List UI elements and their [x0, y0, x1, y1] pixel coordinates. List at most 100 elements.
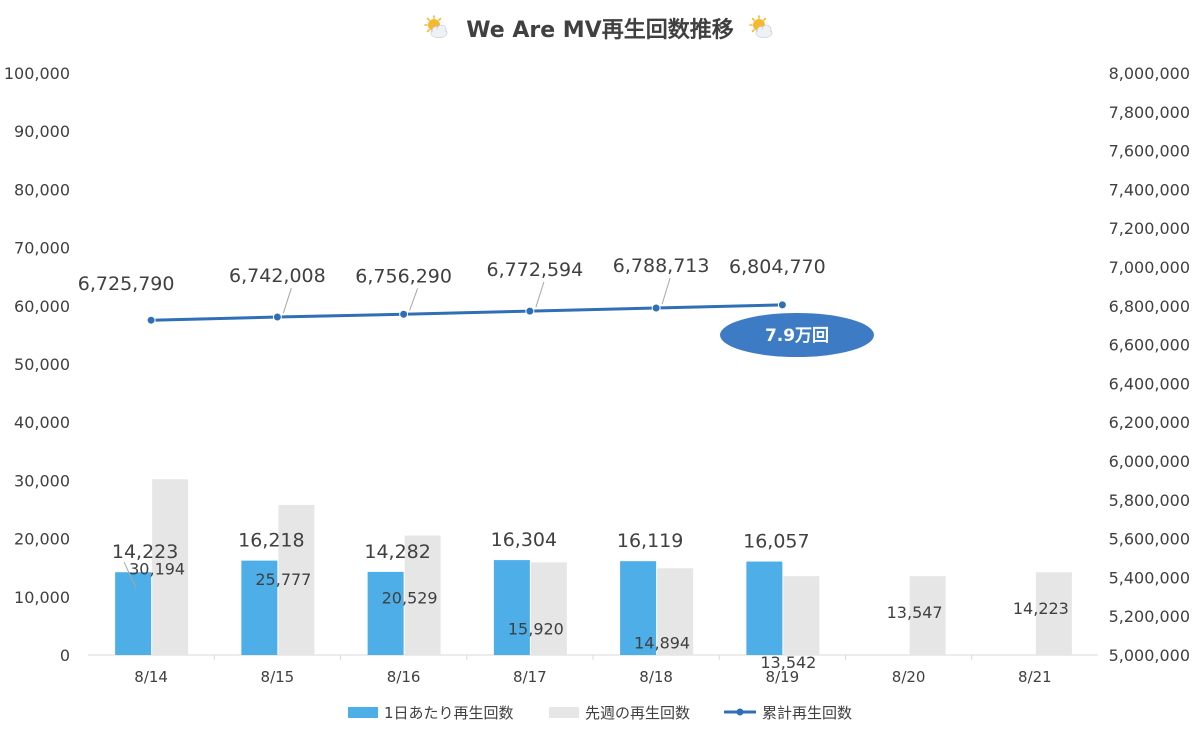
data-label-prev-week: 15,920 — [508, 619, 564, 638]
series-daily — [115, 560, 783, 655]
x-tick-label: 8/15 — [261, 668, 295, 686]
x-tick-label: 8/18 — [639, 668, 673, 686]
cumulative-point — [399, 309, 409, 319]
data-label-cumulative: 6,772,594 — [487, 259, 584, 281]
y-right-tick-label: 7,200,000 — [1109, 219, 1190, 238]
data-label-daily: 16,057 — [743, 531, 809, 553]
data-label-prev-week: 13,547 — [887, 603, 943, 622]
x-tick-label: 8/16 — [387, 668, 421, 686]
y-right-tick-label: 7,800,000 — [1109, 103, 1190, 122]
x-tick-label: 8/21 — [1018, 668, 1052, 686]
y-axis-left: 0 10,000 20,000 30,000 40,000 50,000 60,000 70,… — [4, 64, 70, 665]
bar-data-labels: 14,223 16,218 14,282 16,304 16,119 16,057 30,1… — [112, 529, 1069, 672]
y-right-tick-label: 5,200,000 — [1109, 607, 1190, 626]
cumulative-label-leader — [409, 288, 419, 311]
data-label-daily: 14,282 — [364, 541, 430, 563]
bar-daily — [493, 560, 530, 655]
data-label-cumulative: 6,756,290 — [355, 265, 452, 287]
cumulative-label-leader — [282, 287, 292, 314]
y-right-tick-label: 6,800,000 — [1109, 297, 1190, 316]
data-label-daily: 16,304 — [491, 529, 557, 551]
bar-daily — [241, 560, 278, 655]
cumulative-label-leader — [661, 277, 671, 305]
callout: 7.9万回 — [720, 313, 874, 357]
y-left-tick-label: 90,000 — [14, 122, 70, 141]
data-label-cumulative: 6,725,790 — [78, 273, 175, 295]
cumulative-line — [151, 303, 783, 322]
legend-label-daily: 1日あたり再生回数 — [384, 704, 514, 722]
sun-behind-cloud-icon — [424, 15, 448, 39]
series-prev-week — [152, 479, 1072, 655]
bar-prev-week — [278, 504, 315, 655]
chart-title: We Are MV再生回数推移 — [466, 17, 733, 43]
y-right-tick-label: 5,000,000 — [1109, 646, 1190, 665]
data-label-cumulative: 6,788,713 — [613, 255, 710, 277]
cumulative-point — [272, 312, 282, 322]
data-label-daily: 16,119 — [617, 530, 683, 552]
legend-swatch-prev-week — [549, 707, 579, 718]
y-left-tick-label: 30,000 — [14, 471, 70, 490]
y-right-tick-label: 6,000,000 — [1109, 452, 1190, 471]
y-left-tick-label: 100,000 — [4, 64, 70, 83]
data-label-daily: 14,223 — [112, 541, 178, 563]
y-right-tick-label: 6,600,000 — [1109, 336, 1190, 355]
y-left-tick-label: 20,000 — [14, 530, 70, 549]
y-left-tick-label: 50,000 — [14, 355, 70, 374]
cumulative-point — [651, 303, 661, 313]
y-left-tick-label: 40,000 — [14, 413, 70, 432]
bar-prev-week — [909, 576, 946, 655]
chart-title-group: We Are MV再生回数推移 — [424, 15, 773, 43]
x-tick-label: 8/14 — [134, 668, 168, 686]
data-label-prev-week: 30,194 — [129, 559, 185, 578]
series-cumulative: 6,725,790 6,742,008 6,756,290 6,772,594 6,78… — [78, 255, 826, 325]
y-right-tick-label: 5,400,000 — [1109, 568, 1190, 587]
y-left-tick-label: 0 — [60, 646, 70, 665]
y-right-tick-label: 6,400,000 — [1109, 374, 1190, 393]
cumulative-label-leader — [535, 281, 545, 308]
y-right-tick-label: 7,000,000 — [1109, 258, 1190, 277]
x-axis: 8/14 8/15 8/16 8/17 8/18 8/19 8/20 8/21 — [134, 655, 1052, 686]
data-label-leader — [123, 562, 137, 589]
bar-daily — [620, 561, 657, 655]
y-left-tick-label: 80,000 — [14, 180, 70, 199]
bar-prev-week — [657, 568, 694, 655]
y-right-tick-label: 7,400,000 — [1109, 180, 1190, 199]
bar-daily — [746, 561, 783, 655]
data-label-cumulative: 6,804,770 — [729, 256, 826, 278]
bar-prev-week — [1035, 572, 1072, 655]
y-right-tick-label: 5,600,000 — [1109, 530, 1190, 549]
sun-behind-cloud-icon — [749, 15, 773, 39]
y-right-tick-label: 5,800,000 — [1109, 491, 1190, 510]
y-left-tick-label: 70,000 — [14, 239, 70, 258]
legend-swatch-daily — [348, 707, 378, 718]
x-tick-label: 8/19 — [766, 668, 800, 686]
legend-label-prev-week: 先週の再生回数 — [585, 704, 690, 722]
data-label-prev-week: 13,542 — [760, 653, 816, 672]
y-right-tick-label: 8,000,000 — [1109, 64, 1190, 83]
cumulative-point — [525, 306, 535, 316]
callout-text: 7.9万回 — [765, 326, 829, 346]
bar-prev-week — [530, 562, 567, 655]
callout-bubble — [720, 313, 874, 357]
bar-prev-week — [783, 576, 820, 655]
x-tick-label: 8/20 — [892, 668, 926, 686]
data-label-daily: 16,218 — [238, 530, 304, 552]
legend-label-cumulative: 累計再生回数 — [762, 704, 852, 722]
bar-prev-week — [404, 535, 441, 655]
legend-marker-cumulative — [736, 708, 744, 716]
cumulative-point — [146, 315, 156, 325]
y-right-tick-label: 7,600,000 — [1109, 142, 1190, 161]
x-tick-label: 8/17 — [513, 668, 547, 686]
data-label-prev-week: 14,223 — [1013, 599, 1069, 618]
data-label-prev-week: 14,894 — [634, 633, 690, 652]
bar-daily — [115, 572, 152, 655]
y-axis-right: 5,000,000 5,200,000 5,400,000 5,600,000 5,80… — [1109, 64, 1190, 665]
data-label-prev-week: 25,777 — [255, 570, 311, 589]
y-right-tick-label: 6,200,000 — [1109, 413, 1190, 432]
y-left-tick-label: 10,000 — [14, 588, 70, 607]
y-left-tick-label: 60,000 — [14, 297, 70, 316]
legend: 1日あたり再生回数 先週の再生回数 累計再生回数 — [348, 704, 852, 722]
bar-daily — [367, 571, 404, 655]
data-label-cumulative: 6,742,008 — [229, 265, 326, 287]
